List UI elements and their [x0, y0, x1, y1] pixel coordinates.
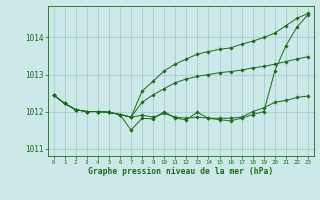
X-axis label: Graphe pression niveau de la mer (hPa): Graphe pression niveau de la mer (hPa): [88, 167, 273, 176]
